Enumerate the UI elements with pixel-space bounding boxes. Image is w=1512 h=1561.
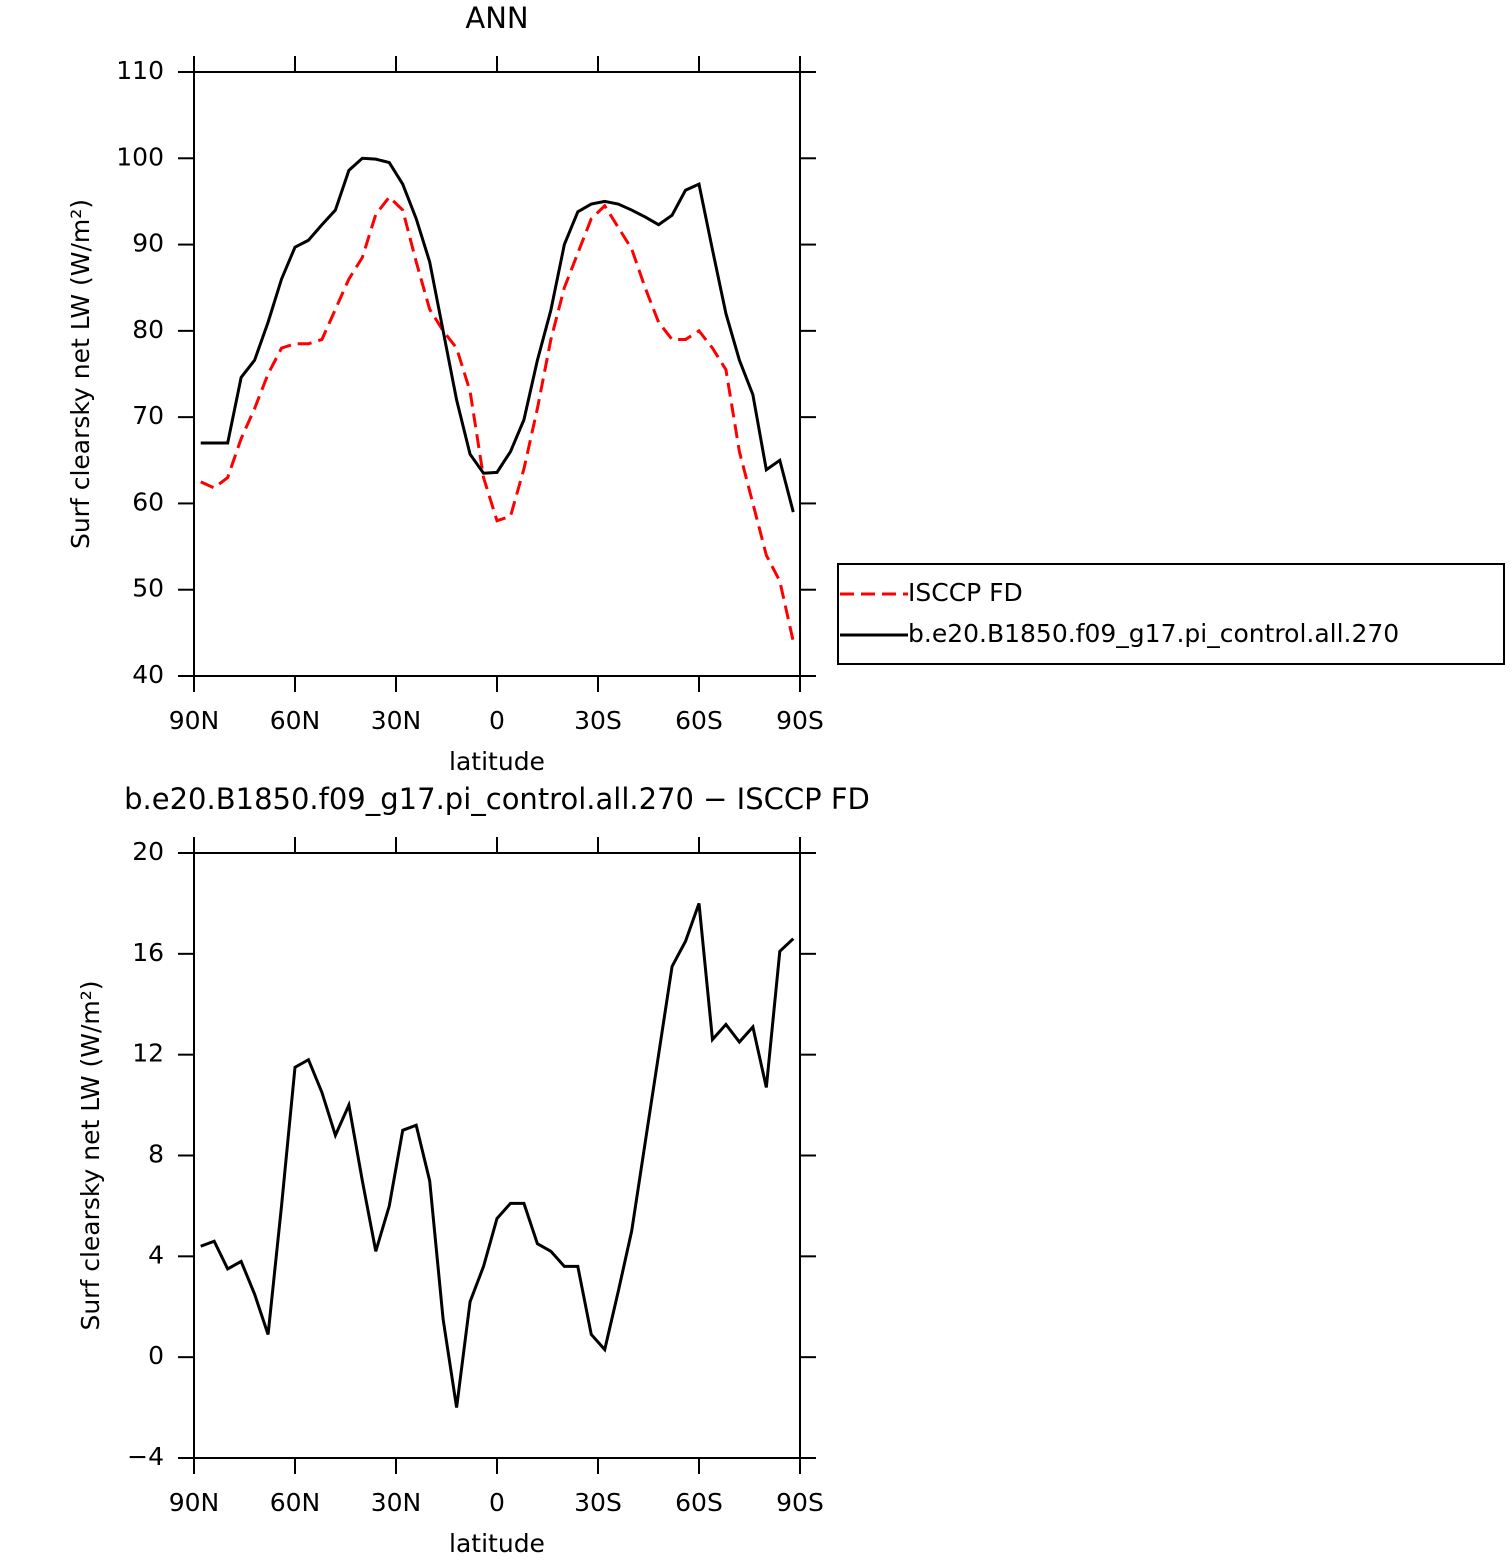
y-tick-label: 4 xyxy=(148,1240,164,1269)
y-tick-label: 90 xyxy=(132,229,164,258)
x-tick-label: 60N xyxy=(270,706,321,735)
data-line xyxy=(200,194,795,642)
y-tick-label: 20 xyxy=(132,837,164,866)
y-tick-label: 16 xyxy=(132,938,164,967)
y-tick-label: 50 xyxy=(132,574,164,603)
y-tick-label: −4 xyxy=(127,1442,164,1471)
y-axis-label: Surf clearsky net LW (W/m²) xyxy=(66,199,95,549)
legend-label: b.e20.B1850.f09_g17.pi_control.all.270 xyxy=(908,619,1399,648)
y-tick-label: 12 xyxy=(132,1039,164,1068)
x-tick-label: 30N xyxy=(371,1488,422,1517)
data-line xyxy=(200,902,795,1408)
y-tick-label: 80 xyxy=(132,315,164,344)
chart-title: ANN xyxy=(465,1,528,35)
y-tick-label: 0 xyxy=(148,1341,164,1370)
plot-frame xyxy=(193,852,801,1459)
x-tick-label: 90N xyxy=(169,1488,220,1517)
y-tick-label: 70 xyxy=(132,401,164,430)
x-tick-label: 60S xyxy=(675,1488,723,1517)
chart-title: b.e20.B1850.f09_g17.pi_control.all.270 −… xyxy=(124,782,870,816)
x-tick-label: 30S xyxy=(574,1488,622,1517)
legend-box xyxy=(837,563,1505,665)
y-tick-label: 40 xyxy=(132,660,164,689)
x-tick-label: 0 xyxy=(489,706,505,735)
x-tick-label: 30S xyxy=(574,706,622,735)
y-tick-label: 110 xyxy=(116,56,164,85)
x-tick-label: 60S xyxy=(675,706,723,735)
x-tick-label: 30N xyxy=(371,706,422,735)
y-tick-label: 8 xyxy=(148,1140,164,1169)
x-axis-label: latitude xyxy=(449,1529,545,1558)
y-tick-label: 60 xyxy=(132,487,164,516)
x-tick-label: 90N xyxy=(169,706,220,735)
x-tick-label: 0 xyxy=(489,1488,505,1517)
x-axis-label: latitude xyxy=(449,747,545,776)
y-tick-label: 100 xyxy=(116,142,164,171)
data-line xyxy=(200,156,795,513)
x-tick-label: 60N xyxy=(270,1488,321,1517)
x-tick-label: 90S xyxy=(776,1488,824,1517)
plot-frame xyxy=(193,71,801,677)
y-axis-label: Surf clearsky net LW (W/m²) xyxy=(76,980,105,1330)
x-tick-label: 90S xyxy=(776,706,824,735)
legend-label: ISCCP FD xyxy=(908,578,1023,607)
